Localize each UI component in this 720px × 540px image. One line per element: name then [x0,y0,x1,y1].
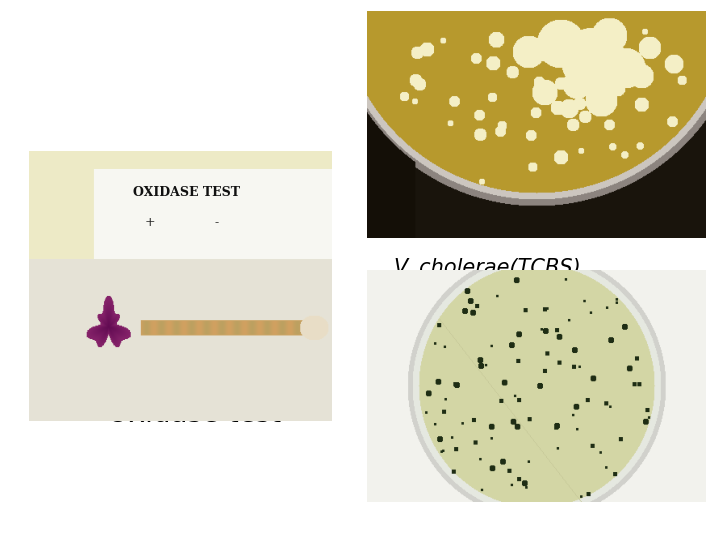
Text: OXIDASE TEST: OXIDASE TEST [132,186,240,199]
Text: Oxidase test: Oxidase test [107,400,281,428]
Text: V. cholerae(TCBS): V. cholerae(TCBS) [394,258,581,278]
Text: -: - [215,216,218,229]
Text: (TCBS): (TCBS) [542,462,621,482]
Text: +: + [145,216,155,229]
Text: V. parahaemolyticus: V. parahaemolyticus [372,462,617,482]
